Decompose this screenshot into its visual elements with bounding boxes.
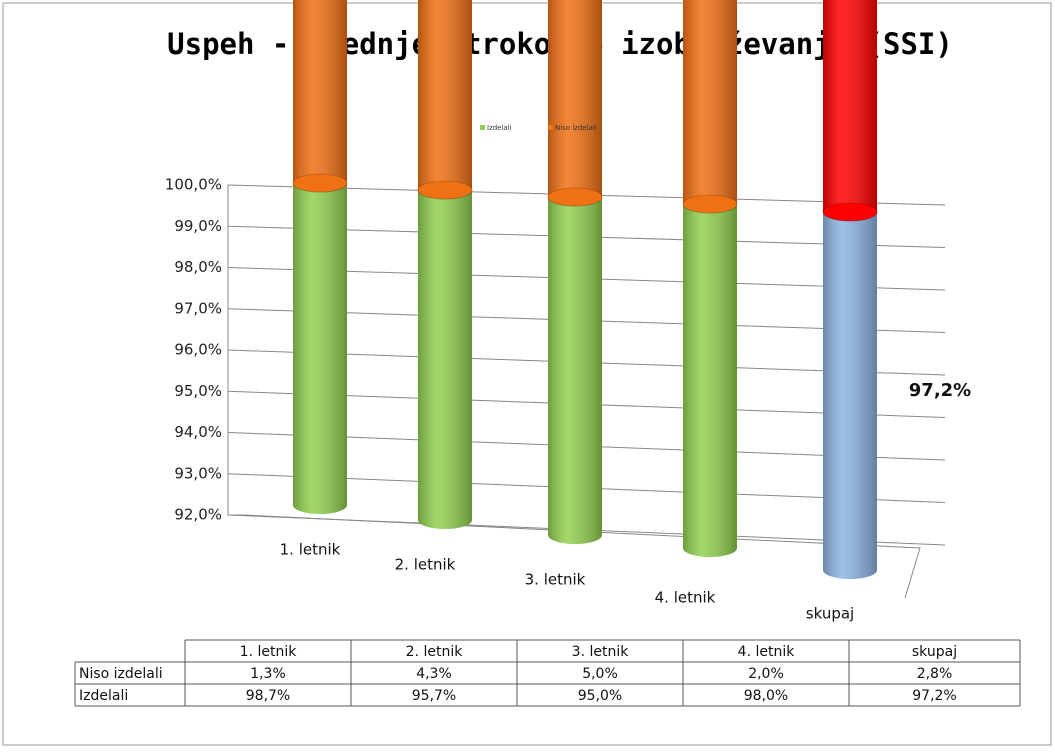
table-cell: 98,7%: [246, 688, 290, 704]
table-cell: 2,8%: [917, 666, 953, 682]
x-tick-label: 2. letnik: [395, 556, 456, 574]
x-tick-label: 4. letnik: [655, 589, 716, 607]
bar: [417, 180, 473, 529]
table-header: 3. letnik: [572, 644, 630, 660]
table-cell: 97,2%: [912, 688, 956, 704]
x-tick-label: 1. letnik: [280, 541, 341, 559]
table-cell: 98,0%: [744, 688, 788, 704]
y-tick-label: 99,0%: [174, 217, 222, 235]
bar: [417, 0, 473, 200]
y-tick-label: 94,0%: [174, 423, 222, 441]
bar: [547, 0, 603, 207]
bar: [292, 0, 348, 193]
table-header: 1. letnik: [240, 644, 298, 660]
y-tick-label: 92,0%: [174, 506, 222, 524]
y-tick-label: 100,0%: [165, 176, 222, 194]
table-header: 2. letnik: [406, 644, 464, 660]
table-row-label: Izdelali: [79, 688, 128, 704]
legend-swatch: [548, 125, 553, 130]
y-tick-label: 96,0%: [174, 341, 222, 359]
y-tick-label: 93,0%: [174, 464, 222, 482]
x-tick-label: 3. letnik: [525, 571, 586, 589]
axis-wall: [227, 185, 921, 599]
table-cell: 95,7%: [412, 688, 456, 704]
table-cell: 2,0%: [748, 666, 784, 682]
table-cell: 5,0%: [582, 666, 618, 682]
legend-label: Niso izdelali: [555, 124, 597, 132]
legend-swatch: [480, 125, 485, 130]
table-header: skupaj: [912, 644, 957, 660]
x-tick-label: skupaj: [806, 605, 854, 623]
table-header: 4. letnik: [738, 644, 796, 660]
bar: [822, 0, 878, 222]
table-cell: 1,3%: [250, 666, 286, 682]
table-cell: 4,3%: [416, 666, 452, 682]
bar: [547, 187, 603, 544]
bar: [292, 173, 348, 514]
y-tick-label: 95,0%: [174, 382, 222, 400]
y-tick-label: 97,0%: [174, 299, 222, 317]
data-label: 97,2%: [909, 380, 971, 401]
y-tick-label: 98,0%: [174, 258, 222, 276]
bar: [682, 0, 738, 214]
bar: [822, 202, 878, 579]
table-row-label: Niso izdelali: [79, 666, 163, 682]
table-cell: 95,0%: [578, 688, 622, 704]
bar: [682, 194, 738, 557]
legend-label: Izdelali: [487, 124, 512, 132]
